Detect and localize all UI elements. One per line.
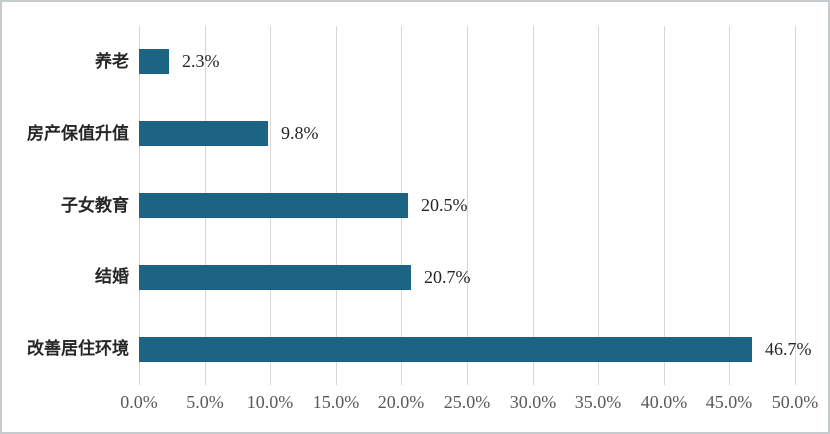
bar-value-label: 9.8% [281, 123, 319, 143]
bar [139, 337, 752, 362]
category-label: 子女教育 [61, 196, 129, 215]
bar [139, 121, 268, 146]
x-tick-label: 40.0% [640, 392, 688, 412]
x-tick-label: 50.0% [771, 392, 819, 412]
x-tick-label: 0.0% [120, 392, 158, 412]
x-tick-label: 5.0% [186, 392, 224, 412]
gridline [729, 26, 730, 385]
gridline [598, 26, 599, 385]
bar-value-label: 2.3% [182, 51, 220, 71]
bar-value-label: 46.7% [765, 339, 812, 359]
gridline [664, 26, 665, 385]
x-tick-label: 20.0% [377, 392, 425, 412]
gridline [533, 26, 534, 385]
x-tick-label: 35.0% [574, 392, 622, 412]
bar [139, 265, 411, 290]
category-label: 房产保值升值 [27, 124, 129, 143]
bar-value-label: 20.5% [421, 195, 468, 215]
category-label: 养老 [95, 52, 129, 71]
category-label: 结婚 [95, 267, 129, 286]
x-tick-label: 15.0% [312, 392, 360, 412]
x-tick-label: 45.0% [705, 392, 753, 412]
bar [139, 193, 408, 218]
x-tick-label: 10.0% [246, 392, 294, 412]
plot-area: 2.3% 9.8% 20.5% 20.7% 46.7% [139, 26, 812, 385]
x-tick-label: 30.0% [509, 392, 557, 412]
category-label: 改善居住环境 [27, 339, 129, 358]
bar [139, 49, 169, 74]
bar-value-label: 20.7% [424, 267, 471, 287]
gridline [795, 26, 796, 385]
gridline [467, 26, 468, 385]
x-tick-label: 25.0% [443, 392, 491, 412]
